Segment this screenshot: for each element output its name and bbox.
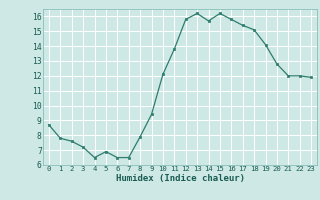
X-axis label: Humidex (Indice chaleur): Humidex (Indice chaleur) [116, 174, 244, 183]
